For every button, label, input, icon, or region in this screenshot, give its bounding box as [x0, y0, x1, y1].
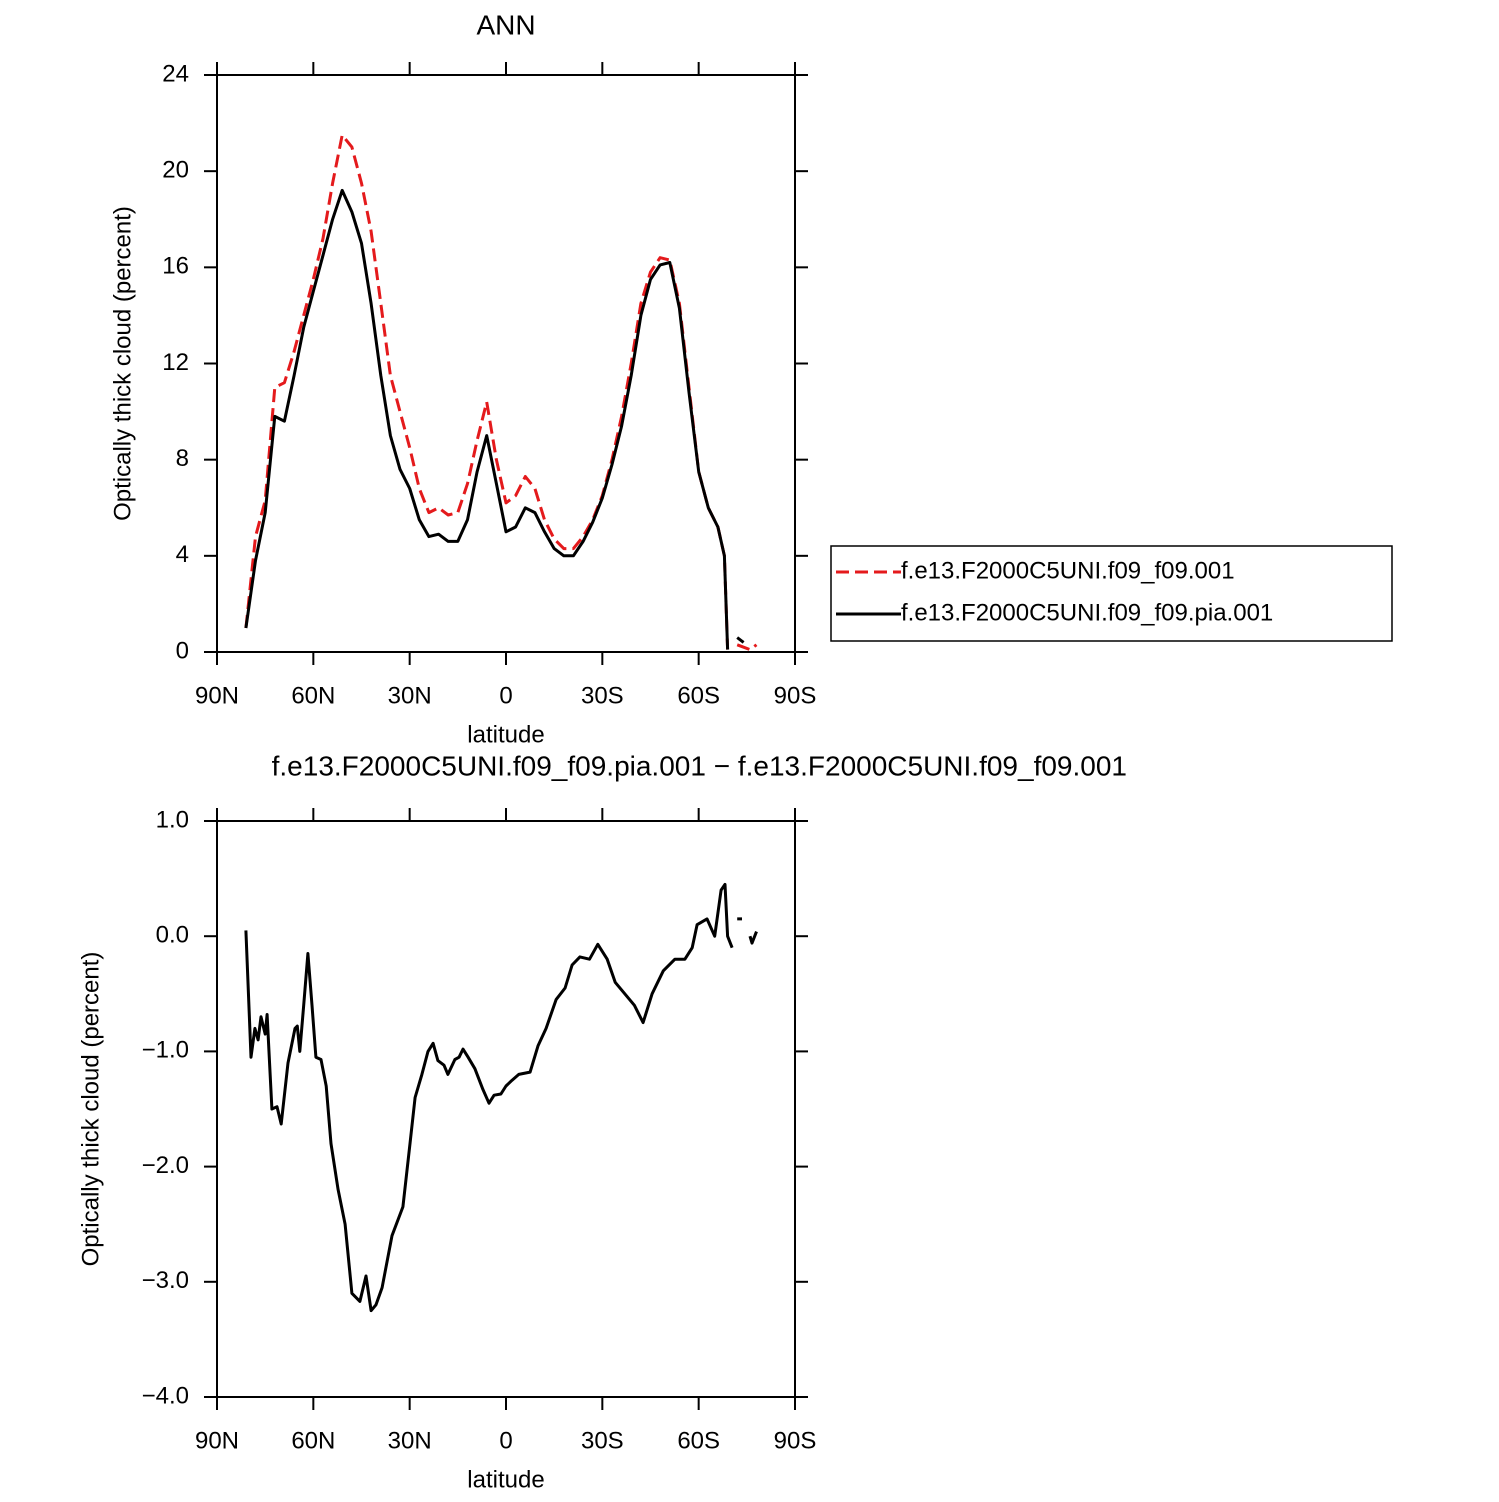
data-line — [244, 882, 758, 1313]
plot-frame — [216, 820, 796, 1398]
y-tick-label: −2.0 — [142, 1152, 189, 1179]
y-tick-label: −4.0 — [142, 1382, 189, 1409]
x-tick-label: 60S — [677, 682, 720, 709]
y-tick-label: 8 — [176, 445, 189, 472]
y-tick-label: 4 — [176, 541, 189, 568]
y-tick-label: −3.0 — [142, 1267, 189, 1294]
legend-box — [830, 545, 1393, 642]
x-axis-label: latitude — [467, 1466, 544, 1493]
x-axis-label: latitude — [467, 721, 544, 748]
y-tick-label: 24 — [162, 60, 189, 87]
x-tick-label: 90S — [774, 1427, 817, 1454]
y-tick-label: 1.0 — [156, 806, 189, 833]
x-tick-label: 30S — [581, 1427, 624, 1454]
x-tick-label: 0 — [499, 682, 512, 709]
x-tick-label: 30N — [388, 682, 432, 709]
x-tick-label: 60N — [291, 1427, 335, 1454]
x-tick-label: 90N — [195, 682, 239, 709]
chart-title: f.e13.F2000C5UNI.f09_f09.pia.001 − f.e13… — [272, 750, 1127, 781]
data-line — [244, 188, 745, 650]
y-tick-label: −1.0 — [142, 1037, 189, 1064]
legend-label: f.e13.F2000C5UNI.f09_f09.001 — [901, 557, 1235, 584]
chart-title: ANN — [476, 9, 535, 40]
x-tick-label: 30N — [388, 1427, 432, 1454]
y-tick-label: 16 — [162, 253, 189, 280]
y-axis-label: Optically thick cloud (percent) — [77, 952, 104, 1267]
x-tick-label: 0 — [499, 1427, 512, 1454]
x-tick-label: 90S — [774, 682, 817, 709]
y-tick-label: 20 — [162, 157, 189, 184]
x-tick-label: 60N — [291, 682, 335, 709]
y-axis-label: Optically thick cloud (percent) — [109, 206, 136, 521]
y-tick-label: 12 — [162, 349, 189, 376]
data-line — [244, 133, 758, 652]
x-tick-label: 90N — [195, 1427, 239, 1454]
x-tick-label: 30S — [581, 682, 624, 709]
y-tick-label: 0.0 — [156, 922, 189, 949]
legend-label: f.e13.F2000C5UNI.f09_f09.pia.001 — [901, 599, 1273, 626]
y-tick-label: 0 — [176, 637, 189, 664]
x-tick-label: 60S — [677, 1427, 720, 1454]
plot-frame — [216, 74, 796, 653]
